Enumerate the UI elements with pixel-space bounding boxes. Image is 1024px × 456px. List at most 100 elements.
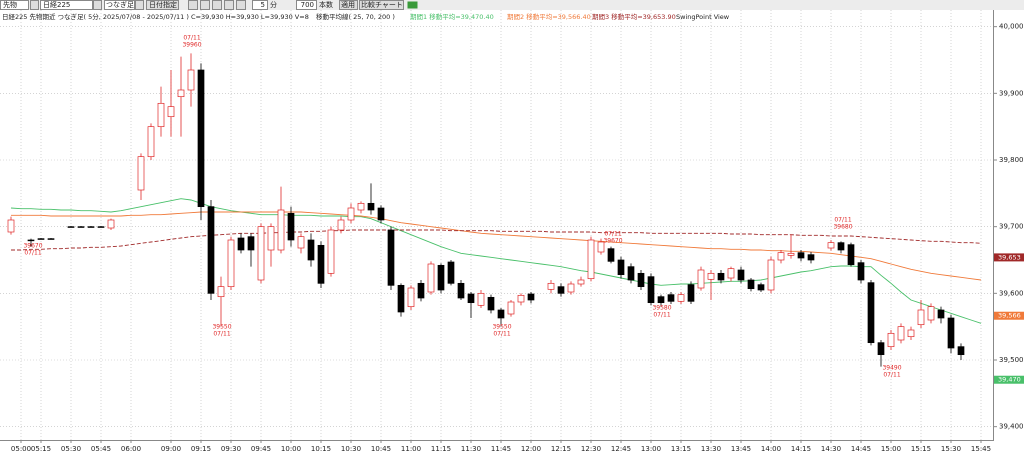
market: 先物 [3, 0, 17, 9]
ma3-info: 期間3 移動平均=39,653.90 [592, 12, 676, 21]
candle-body [467, 293, 475, 304]
candle-body [267, 226, 275, 251]
candle-body [957, 346, 965, 356]
x-tick-label: 15:45 [971, 445, 991, 453]
moving-average-line [11, 211, 982, 281]
candle-body [207, 206, 215, 294]
x-tick-label: 12:15 [551, 445, 571, 453]
x-tick-label: 05:15 [31, 445, 51, 453]
swing-annotation: 39680 [833, 224, 852, 231]
candle-body [287, 212, 295, 241]
x-tick-label: 14:15 [791, 445, 811, 453]
y-tick-label: 39,400 [999, 423, 1024, 431]
nav-button[interactable] [200, 0, 210, 10]
chart-icon[interactable] [407, 1, 418, 9]
ma2-info: 期間2 移動平均=39,566.40 [507, 12, 591, 21]
candle-body [337, 219, 345, 231]
candle-body [767, 259, 775, 291]
bars-input[interactable] [296, 0, 317, 10]
nav-button[interactable] [212, 0, 222, 10]
swing-annotation: 39670 [23, 243, 42, 250]
date-button[interactable] [146, 0, 179, 10]
swing-annotation: 07/11 [24, 250, 41, 257]
candle-body [867, 282, 875, 344]
dropdown-button[interactable] [93, 0, 102, 10]
apply-button[interactable] [339, 0, 358, 10]
swing-annotation: 07/11 [834, 217, 851, 224]
x-tick-label: 15:15 [911, 445, 931, 453]
candle-body [897, 326, 905, 341]
dropdown-button[interactable] [30, 0, 39, 10]
nav-button[interactable] [236, 0, 246, 10]
moving-average-line [11, 229, 982, 251]
x-tick-label: 09:30 [221, 445, 241, 453]
mode-select[interactable] [104, 0, 135, 10]
candle-body [917, 309, 925, 326]
mode: つなぎ足 [106, 0, 134, 9]
swing-annotation: 07/11 [493, 331, 510, 338]
compare-button[interactable] [359, 0, 404, 10]
candle-body [377, 207, 385, 221]
bars-unit: 本数 [319, 0, 333, 9]
candle-body [97, 226, 105, 228]
candle-body [477, 292, 485, 306]
candle-body [257, 226, 265, 281]
candle-body [447, 261, 455, 284]
candle-body [517, 294, 525, 303]
x-tick-label: 11:00 [401, 445, 421, 453]
info-line: 日経225 先物期近 つなぎ足( 5分, 2025/07/08 - 2025/0… [2, 12, 730, 21]
nav-button[interactable] [188, 0, 198, 10]
candle-body [937, 309, 945, 319]
interval-unit: 分 [270, 0, 277, 9]
y-tick-label: 40,000 [999, 23, 1024, 31]
candle-body [557, 286, 565, 294]
candle-body [7, 219, 15, 233]
candle-body [507, 301, 515, 315]
x-tick-label: 12:00 [521, 445, 541, 453]
bars: 700 [301, 1, 314, 9]
candle-body [577, 279, 585, 285]
candle-body [227, 239, 235, 288]
candle-body [587, 239, 595, 280]
market-select[interactable] [0, 0, 29, 10]
swing-annotation: 07/11 [183, 35, 200, 42]
x-tick-label: 14:30 [821, 445, 841, 453]
candle-body [687, 284, 695, 302]
candle-body [387, 229, 395, 286]
candle-body [77, 226, 85, 228]
symbol-select[interactable] [40, 0, 93, 10]
x-tick-label: 09:00 [161, 445, 181, 453]
y-tick-label: 39,500 [999, 356, 1024, 364]
y-tick-label: 39,600 [999, 289, 1024, 297]
y-tick-label: 39,700 [999, 223, 1024, 231]
swing-annotation: 39960 [182, 42, 201, 49]
candle-body [807, 254, 815, 261]
candle-body [407, 287, 415, 308]
x-tick-label: 13:45 [731, 445, 751, 453]
y-axis-bg [994, 10, 1024, 440]
candle-body [197, 69, 205, 208]
nav-button[interactable] [224, 0, 234, 10]
candle-body [697, 269, 705, 289]
interval-input[interactable] [252, 0, 268, 10]
candle-body [367, 202, 375, 211]
candle-body [607, 248, 615, 262]
candle-body [247, 236, 255, 251]
x-tick-label: 14:45 [851, 445, 871, 453]
dropdown-button[interactable] [135, 0, 144, 10]
x-tick-label: 11:45 [491, 445, 511, 453]
candle-body [27, 239, 35, 242]
candle-body [457, 282, 465, 299]
x-axis-bg [0, 440, 1024, 456]
x-tick-label: 10:00 [281, 445, 301, 453]
candle-body [737, 269, 745, 281]
compare-label: 比較チャート [361, 0, 403, 9]
candle-body [147, 126, 155, 158]
price-tag-label: 39,566 [998, 312, 1021, 320]
candle-body [877, 342, 885, 356]
candle-body [857, 262, 865, 281]
candle-body [487, 296, 495, 311]
candle-body [137, 156, 145, 191]
date-button-label: 日付指定 [149, 0, 177, 9]
